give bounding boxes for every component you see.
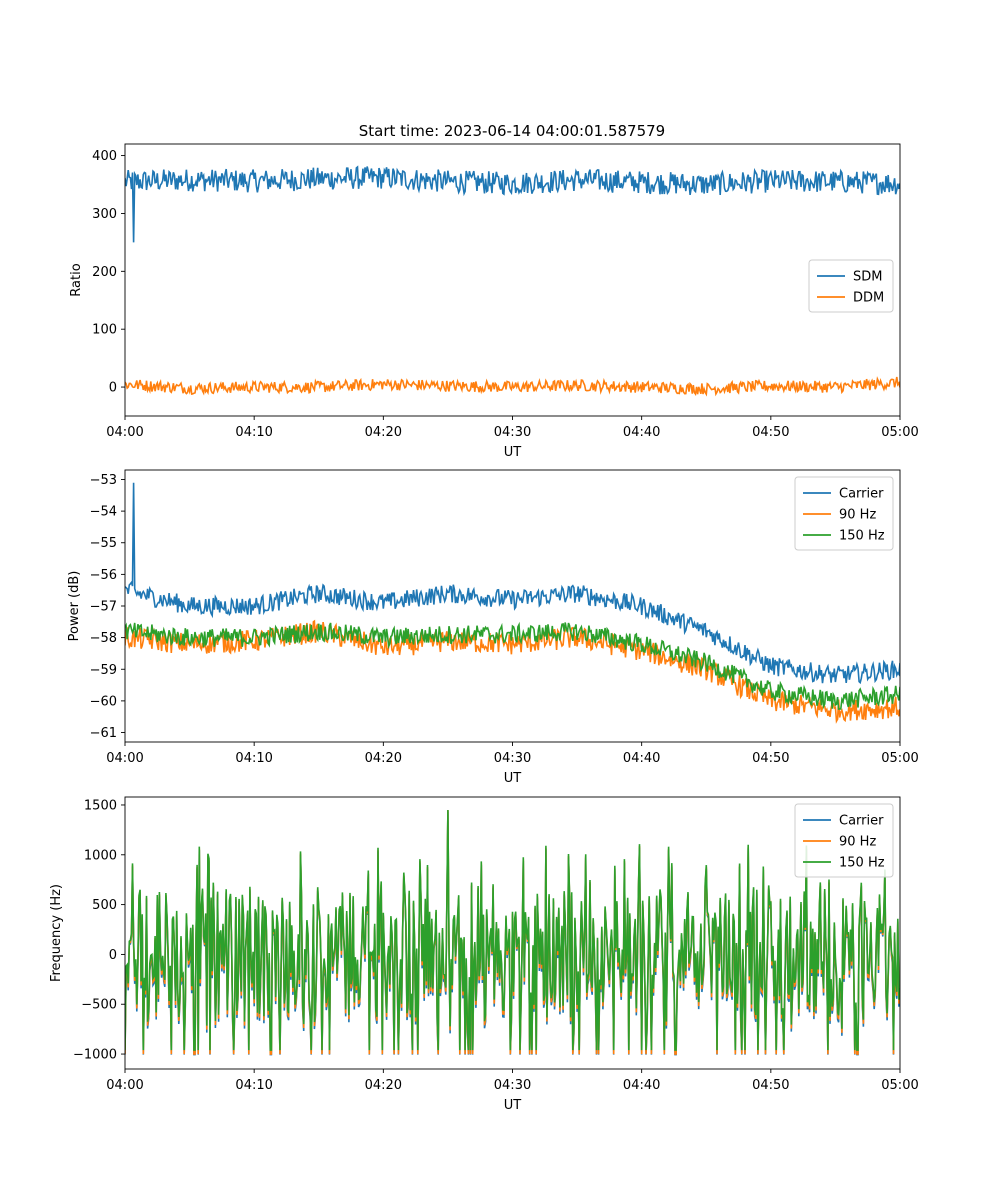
legend-box bbox=[794, 803, 894, 878]
y-tick-label: 0 bbox=[109, 948, 117, 963]
x-tick-label: 05:00 bbox=[881, 751, 918, 766]
y-tick-label: −54 bbox=[90, 505, 117, 520]
y-axis-label: Frequency (Hz) bbox=[49, 884, 64, 982]
y-tick-label: 400 bbox=[92, 149, 117, 164]
ratio-panel: 04:00 04:10 04:20 04:30 04:40 04:50 05:00 0 100 2… bbox=[69, 143, 919, 460]
x-tick-label: 04:50 bbox=[752, 1078, 789, 1093]
x-tick-label: 04:00 bbox=[106, 751, 143, 766]
y-axis-label: Ratio bbox=[69, 263, 84, 296]
y-tick-label: −500 bbox=[81, 998, 117, 1013]
legend: SDM DDM bbox=[808, 259, 894, 313]
x-tick-label: 04:00 bbox=[106, 425, 143, 440]
y-tick-label: 0 bbox=[109, 381, 117, 396]
y-tick-label: −56 bbox=[90, 568, 117, 583]
y-tick-label: 200 bbox=[92, 265, 117, 280]
x-axis-label: UT bbox=[504, 771, 522, 786]
y-tick-label: −1000 bbox=[73, 1048, 117, 1063]
x-tick-label: 04:10 bbox=[235, 1078, 272, 1093]
y-tick-label: 300 bbox=[92, 207, 117, 222]
series-line-150-hz bbox=[125, 621, 900, 711]
x-tick-label: 04:50 bbox=[752, 425, 789, 440]
x-tick-label: 04:30 bbox=[494, 425, 531, 440]
frequency-panel: 04:00 04:10 04:20 04:30 04:40 04:50 05:00 −1000… bbox=[49, 796, 919, 1113]
y-axis-label: Power (dB) bbox=[67, 571, 82, 642]
x-tick-label: 04:30 bbox=[494, 1078, 531, 1093]
x-tick-label: 04:50 bbox=[752, 751, 789, 766]
x-tick-label: 04:40 bbox=[623, 1078, 660, 1093]
x-tick-label: 04:40 bbox=[623, 751, 660, 766]
y-tick-label: 500 bbox=[92, 898, 117, 913]
legend-label: Carrier bbox=[839, 487, 884, 502]
y-tick-label: −55 bbox=[90, 536, 117, 551]
legend-label: 150 Hz bbox=[839, 529, 885, 544]
x-tick-label: 04:20 bbox=[365, 751, 402, 766]
legend-label: DDM bbox=[853, 291, 884, 306]
x-tick-label: 05:00 bbox=[881, 425, 918, 440]
y-tick-label: −59 bbox=[90, 663, 117, 678]
legend-label: SDM bbox=[853, 270, 882, 285]
x-tick-label: 04:20 bbox=[365, 1078, 402, 1093]
legend-label: 90 Hz bbox=[839, 508, 876, 523]
legend-label: Carrier bbox=[839, 814, 884, 829]
y-tick-label: −60 bbox=[90, 694, 117, 709]
x-tick-label: 04:30 bbox=[494, 751, 531, 766]
y-tick-label: −58 bbox=[90, 631, 117, 646]
x-tick-label: 04:00 bbox=[106, 1078, 143, 1093]
legend-box bbox=[808, 259, 894, 313]
legend: Carrier 90 Hz 150 Hz bbox=[794, 476, 894, 551]
x-tick-label: 04:20 bbox=[365, 425, 402, 440]
series-line-sdm bbox=[125, 165, 900, 243]
y-tick-label: 1000 bbox=[84, 848, 117, 863]
y-tick-label: −61 bbox=[90, 726, 117, 741]
figure-title: Start time: 2023-06-14 04:00:01.587579 bbox=[359, 122, 665, 140]
legend-box bbox=[794, 476, 894, 551]
y-tick-label: 100 bbox=[92, 323, 117, 338]
power-panel: 04:00 04:10 04:20 04:30 04:40 04:50 05:00 −53 −5… bbox=[67, 469, 919, 786]
legend-label: 150 Hz bbox=[839, 856, 885, 871]
y-tick-label: −57 bbox=[90, 600, 117, 615]
x-tick-label: 04:40 bbox=[623, 425, 660, 440]
series-line-150-hz bbox=[125, 809, 900, 1051]
x-axis-label: UT bbox=[504, 445, 522, 460]
x-tick-label: 05:00 bbox=[881, 1078, 918, 1093]
series-line-carrier bbox=[125, 482, 900, 685]
x-tick-label: 04:10 bbox=[235, 751, 272, 766]
legend: Carrier 90 Hz 150 Hz bbox=[794, 803, 894, 878]
series-line-ddm bbox=[125, 376, 900, 397]
y-tick-label: 1500 bbox=[84, 798, 117, 813]
y-tick-label: −53 bbox=[90, 473, 117, 488]
x-axis-label: UT bbox=[504, 1098, 522, 1113]
x-tick-label: 04:10 bbox=[235, 425, 272, 440]
legend-label: 90 Hz bbox=[839, 835, 876, 850]
